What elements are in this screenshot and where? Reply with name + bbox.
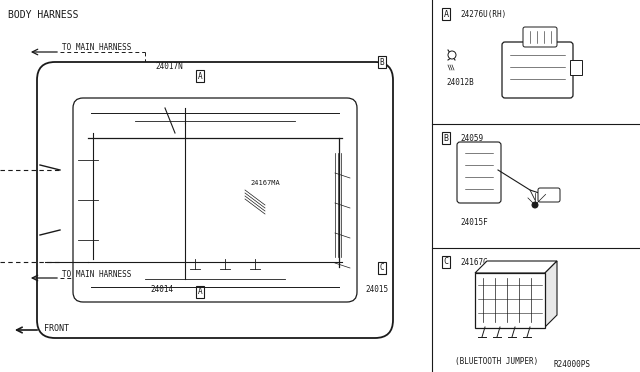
Text: TO MAIN HARNESS: TO MAIN HARNESS (62, 270, 131, 279)
FancyBboxPatch shape (37, 62, 393, 338)
Text: R24000PS: R24000PS (553, 360, 590, 369)
Bar (0, 0, 430, 372)
Text: (BLUETOOTH JUMPER): (BLUETOOTH JUMPER) (455, 357, 538, 366)
Text: C: C (380, 263, 384, 273)
Bar (570, 60, 582, 75)
FancyBboxPatch shape (538, 188, 560, 202)
Text: 24015: 24015 (365, 285, 388, 294)
Text: B: B (380, 58, 384, 67)
Text: BODY HARNESS: BODY HARNESS (8, 10, 79, 20)
Text: A: A (198, 71, 202, 80)
Polygon shape (545, 261, 557, 327)
Text: FRONT: FRONT (44, 324, 69, 333)
Text: 24012B: 24012B (446, 78, 474, 87)
Text: 24167MA: 24167MA (250, 180, 280, 186)
FancyBboxPatch shape (73, 98, 357, 302)
Circle shape (532, 202, 538, 208)
Text: 24017N: 24017N (155, 62, 183, 71)
Text: 24167G: 24167G (460, 258, 488, 267)
Text: A: A (444, 10, 449, 19)
Text: TO MAIN HARNESS: TO MAIN HARNESS (62, 43, 131, 52)
Text: 24015F: 24015F (460, 218, 488, 227)
Bar (475, 273, 545, 328)
Text: 24276U(RH): 24276U(RH) (460, 10, 506, 19)
FancyBboxPatch shape (502, 42, 573, 98)
Text: B: B (444, 134, 449, 142)
FancyBboxPatch shape (523, 27, 557, 47)
Polygon shape (475, 261, 557, 273)
Text: 24059: 24059 (460, 134, 483, 143)
Text: A: A (198, 288, 202, 296)
Text: C: C (444, 257, 449, 266)
Text: 24014: 24014 (150, 285, 173, 294)
Circle shape (448, 51, 456, 59)
FancyBboxPatch shape (457, 142, 501, 203)
